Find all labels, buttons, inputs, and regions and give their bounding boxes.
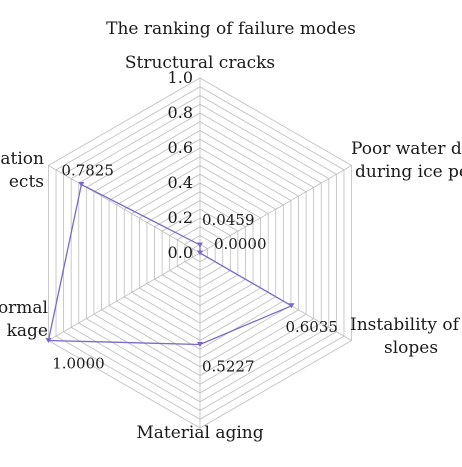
axis-label: ormal [0,298,48,318]
axis-spoke [48,252,201,341]
tick-label: 0.6 [168,138,193,157]
axis-label: Instability of d [350,315,462,335]
axis-label: dation [0,149,44,169]
axis-spoke [48,165,201,254]
axis-label: Structural cracks [125,53,275,73]
axis-label: kage [7,321,48,341]
data-label: 0.0000 [214,235,267,253]
tick-label: 0.8 [168,103,193,122]
value-labels: 0.0459 0.0000 0.6035 0.5227 1.0000 0.7825 [52,162,338,376]
axis-spoke [199,165,352,254]
data-label: 0.5227 [202,357,255,375]
axis-label: ects [9,172,44,192]
data-label: 0.6035 [285,318,338,336]
axis-labels: Structural cracks Poor water de during ice… [0,53,462,443]
axis-label: during ice pe [355,162,462,182]
grid-layer [48,77,352,429]
tick-label: 0.4 [168,173,193,192]
axis-label: slopes [384,338,438,358]
data-point [197,250,203,256]
series-layer [45,182,295,347]
tick-labels: 0.0 0.2 0.4 0.6 0.8 1.0 [168,68,193,262]
data-point [197,242,203,248]
data-label: 0.0459 [202,211,255,229]
data-point [78,182,85,188]
axis-label: Poor water de [351,139,462,159]
data-label: 1.0000 [52,355,105,373]
data-label: 0.7825 [61,162,114,180]
data-point [45,338,52,343]
data-point [197,341,203,347]
chart-title: The ranking of failure modes [106,19,356,39]
tick-label: 0.2 [168,208,193,227]
tick-label: 0.0 [168,243,193,262]
axis-label: Material aging [136,423,263,443]
tick-label: 1.0 [168,68,193,87]
data-point [288,303,295,309]
